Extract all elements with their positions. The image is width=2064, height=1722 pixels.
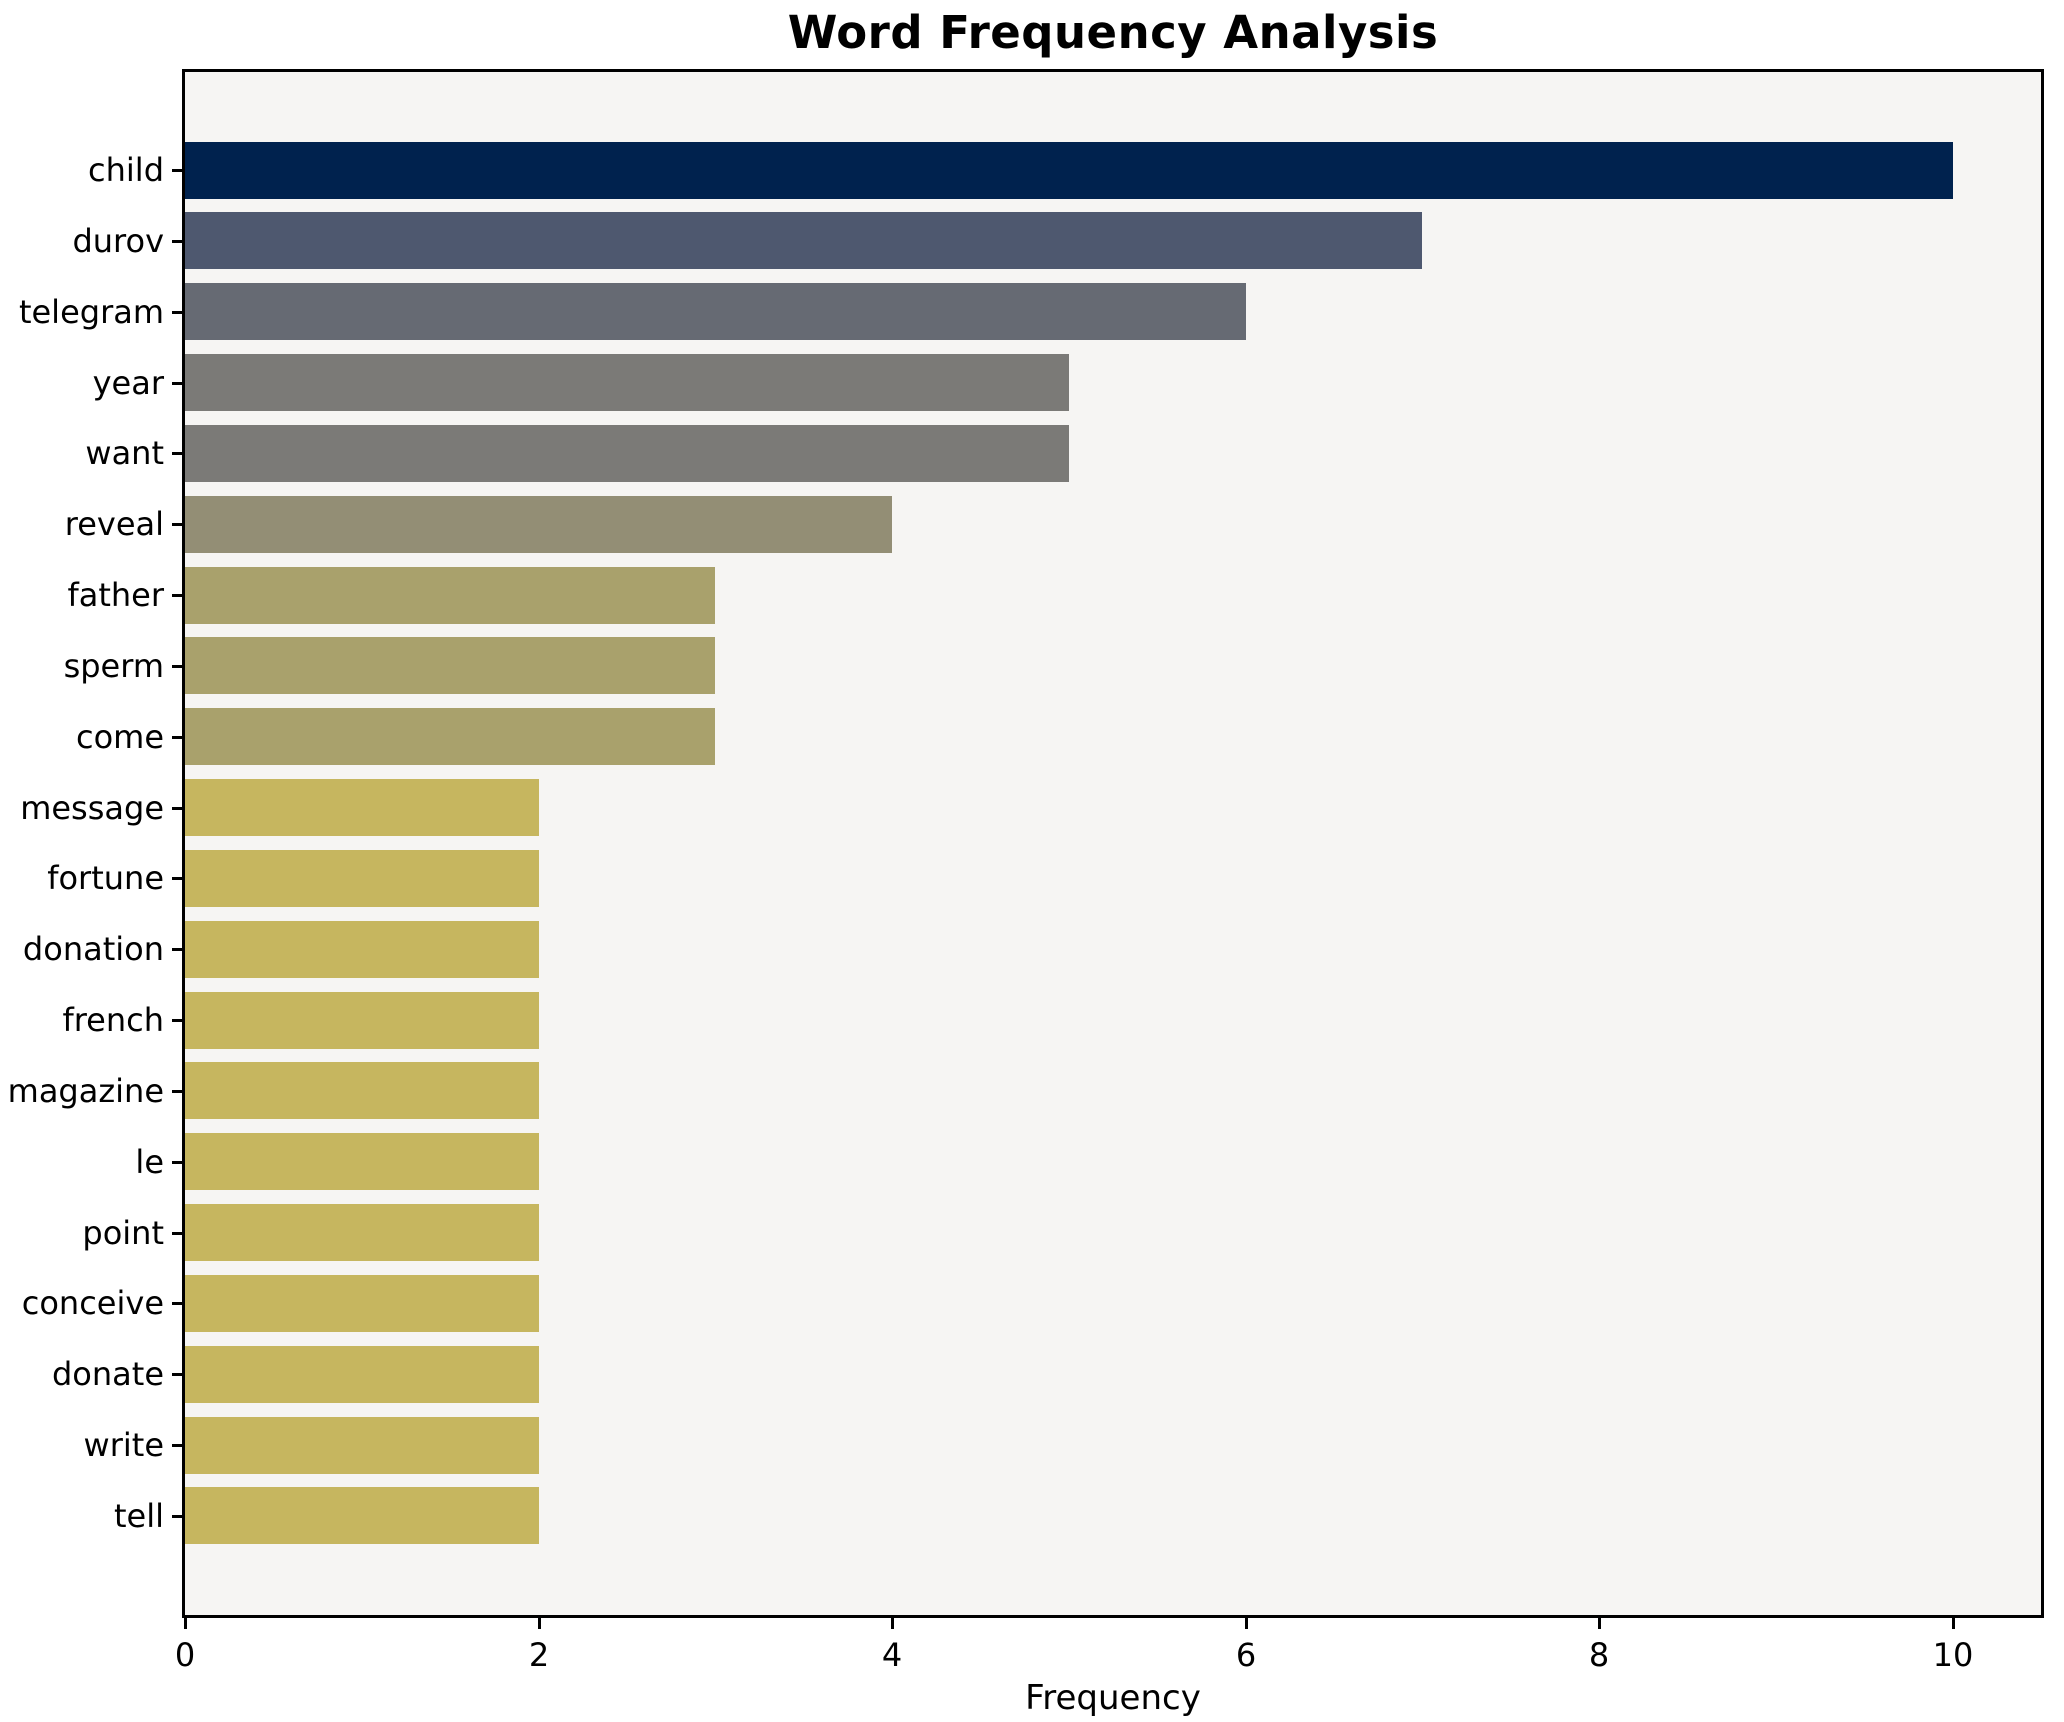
y-tick-label-year: year: [92, 364, 164, 402]
bar-message: [185, 779, 539, 836]
y-tick-mark: [172, 807, 182, 810]
y-tick-mark: [172, 736, 182, 739]
x-tick-mark: [1598, 1615, 1601, 1629]
x-tick-mark: [1245, 1615, 1248, 1629]
bar-year: [185, 354, 1069, 411]
bar-telegram: [185, 283, 1246, 340]
bar-durov: [185, 212, 1422, 269]
y-tick-mark: [172, 1161, 182, 1164]
y-tick-mark: [172, 665, 182, 668]
y-tick-label-conceive: conceive: [21, 1284, 164, 1322]
y-tick-mark: [172, 382, 182, 385]
y-tick-label-point: point: [82, 1214, 164, 1252]
x-tick-label-6: 6: [1235, 1636, 1257, 1674]
y-tick-mark: [172, 311, 182, 314]
bar-donate: [185, 1346, 539, 1403]
bar-conceive: [185, 1275, 539, 1332]
y-tick-label-le: le: [135, 1143, 164, 1181]
x-tick-mark: [184, 1615, 187, 1629]
x-tick-mark: [538, 1615, 541, 1629]
bar-child: [185, 142, 1953, 199]
bar-come: [185, 708, 715, 765]
x-tick-mark: [1952, 1615, 1955, 1629]
y-tick-mark: [172, 1515, 182, 1518]
y-tick-mark: [172, 1444, 182, 1447]
y-tick-mark: [172, 1302, 182, 1305]
y-tick-label-want: want: [85, 434, 164, 472]
y-tick-mark: [172, 169, 182, 172]
bar-tell: [185, 1487, 539, 1544]
x-tick-label-2: 2: [528, 1636, 550, 1674]
y-tick-mark: [172, 1090, 182, 1093]
y-tick-label-reveal: reveal: [64, 505, 164, 543]
y-tick-label-donate: donate: [51, 1355, 164, 1393]
y-tick-label-message: message: [20, 789, 164, 827]
bar-donation: [185, 921, 539, 978]
y-tick-mark: [172, 1373, 182, 1376]
y-tick-mark: [172, 877, 182, 880]
x-tick-label-0: 0: [174, 1636, 196, 1674]
y-tick-label-child: child: [88, 151, 164, 189]
bar-reveal: [185, 496, 892, 553]
y-tick-label-father: father: [67, 576, 164, 614]
y-tick-mark: [172, 452, 182, 455]
x-tick-label-10: 10: [1932, 1636, 1974, 1674]
plot-area: [182, 69, 2044, 1618]
bar-fortune: [185, 850, 539, 907]
x-tick-label-8: 8: [1588, 1636, 1610, 1674]
x-axis-title: Frequency: [1025, 1678, 1201, 1718]
x-tick-mark: [891, 1615, 894, 1629]
y-tick-label-fortune: fortune: [47, 859, 164, 897]
bar-point: [185, 1204, 539, 1261]
y-tick-label-tell: tell: [113, 1497, 164, 1535]
y-tick-mark: [172, 594, 182, 597]
y-tick-label-french: french: [62, 1001, 164, 1039]
y-tick-mark: [172, 240, 182, 243]
y-tick-label-write: write: [83, 1426, 164, 1464]
bar-sperm: [185, 637, 715, 694]
y-tick-label-durov: durov: [72, 222, 164, 260]
y-tick-label-donation: donation: [22, 930, 164, 968]
bar-magazine: [185, 1062, 539, 1119]
y-tick-mark: [172, 948, 182, 951]
chart-title: Word Frequency Analysis: [787, 6, 1439, 59]
y-tick-label-come: come: [75, 718, 164, 756]
y-tick-label-sperm: sperm: [63, 647, 164, 685]
y-tick-label-telegram: telegram: [18, 293, 164, 331]
y-tick-mark: [172, 1019, 182, 1022]
y-tick-mark: [172, 523, 182, 526]
bar-french: [185, 992, 539, 1049]
bar-father: [185, 567, 715, 624]
bar-write: [185, 1417, 539, 1474]
bar-want: [185, 425, 1069, 482]
y-tick-label-magazine: magazine: [7, 1072, 164, 1110]
bar-le: [185, 1133, 539, 1190]
y-tick-mark: [172, 1232, 182, 1235]
x-tick-label-4: 4: [881, 1636, 903, 1674]
